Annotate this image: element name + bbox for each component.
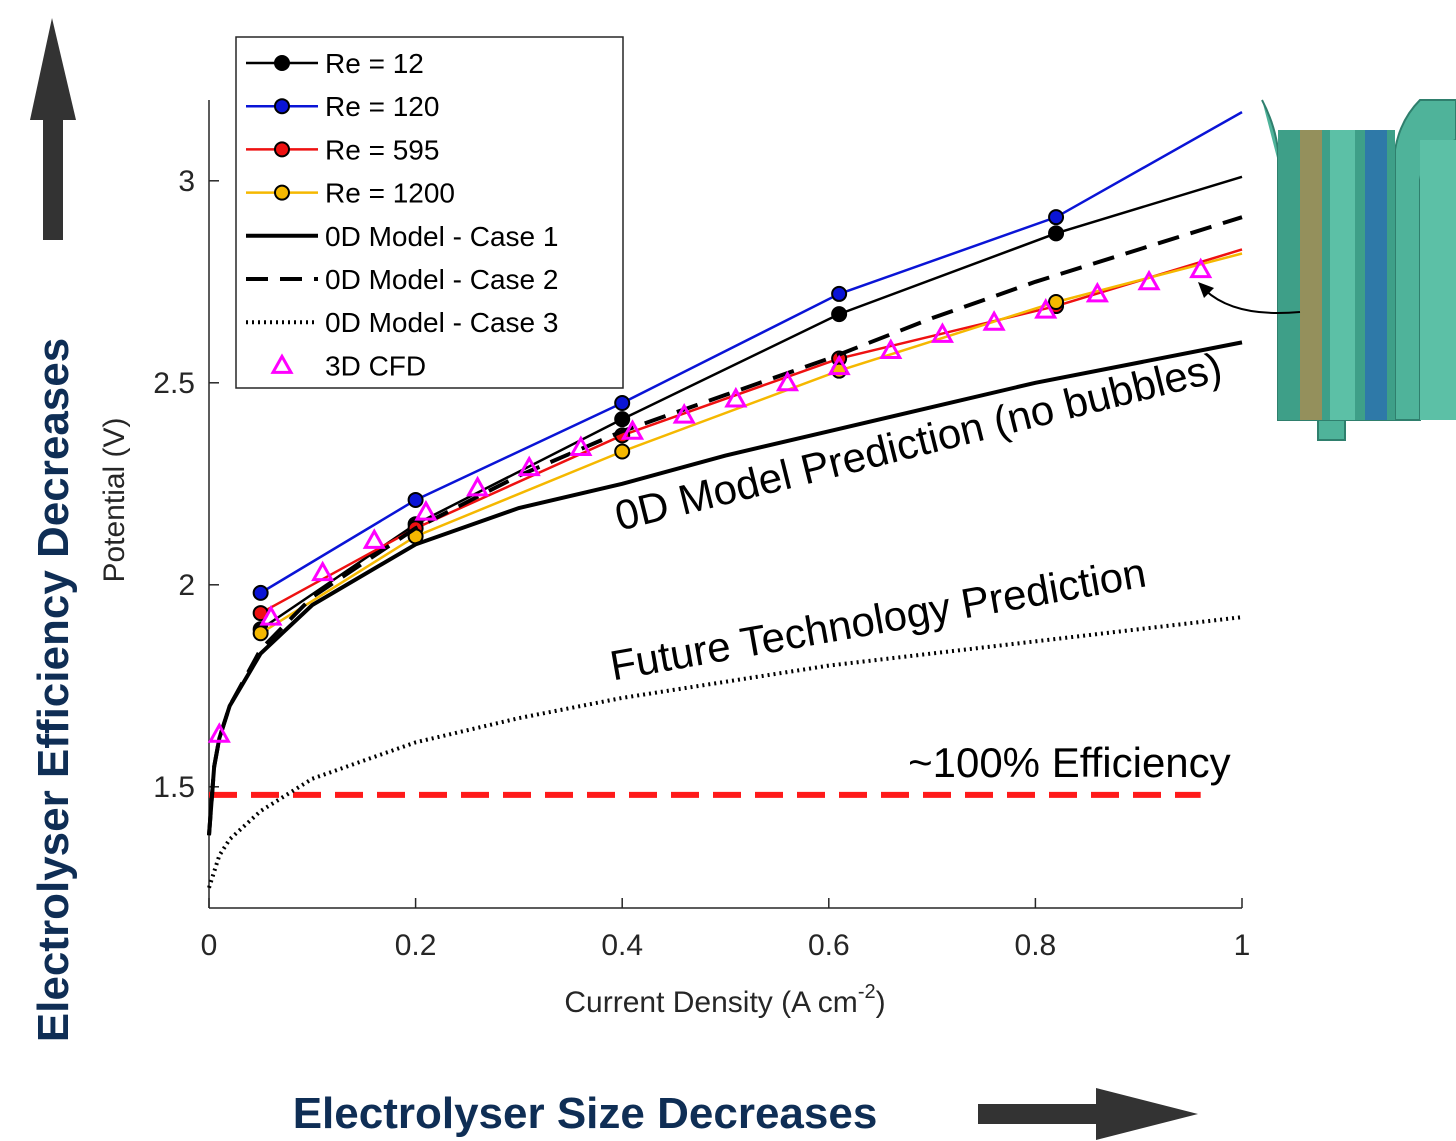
y-tick-label: 3	[178, 165, 195, 198]
data-point	[615, 396, 629, 410]
x-tick-label: 0.8	[1015, 929, 1057, 962]
x-tick-label: 1	[1234, 929, 1251, 962]
legend-label: 3D CFD	[325, 350, 426, 381]
data-point	[1049, 210, 1063, 224]
legend-label: 0D Model - Case 3	[325, 307, 558, 338]
inset-image	[1255, 100, 1456, 440]
x-tick-label: 0.4	[601, 929, 643, 962]
data-point	[832, 287, 846, 301]
legend-label: Re = 1200	[325, 178, 455, 209]
x-label-main: Current Density (A cm	[564, 986, 857, 1019]
y-tick-label: 2.5	[153, 367, 195, 400]
data-point	[1049, 295, 1063, 309]
legend-marker	[275, 56, 289, 70]
data-point	[314, 564, 332, 580]
x-tick-label: 0.2	[395, 929, 437, 962]
right-arrow	[978, 1088, 1198, 1140]
x-axis-label: Current Density (A cm-2)	[564, 981, 885, 1019]
x-tick-label: 0.6	[808, 929, 850, 962]
chart: Electrolyser Efficiency Decreases Electr…	[0, 0, 1456, 1141]
annotation: Future Technology Prediction	[606, 549, 1149, 690]
legend-marker	[275, 186, 289, 200]
reference-label: ~100% Efficiency	[908, 739, 1231, 786]
annotation: 0D Model Prediction (no bubbles)	[610, 343, 1226, 539]
legend-label: Re = 595	[325, 134, 439, 165]
legend: Re = 12 Re = 120 Re = 595 Re = 1200 0D Model…	[236, 37, 623, 388]
up-arrow	[30, 18, 76, 240]
legend-marker	[275, 142, 289, 156]
x-label-sup: -2	[858, 981, 876, 1003]
data-point	[832, 307, 846, 321]
data-point	[254, 626, 268, 640]
legend-label: Re = 120	[325, 91, 439, 122]
data-point	[254, 586, 268, 600]
legend-label: Re = 12	[325, 48, 424, 79]
data-point	[409, 493, 423, 507]
legend-label: 0D Model - Case 2	[325, 264, 558, 295]
legend-marker	[275, 99, 289, 113]
x-tick-label: 0	[201, 929, 218, 962]
data-point	[365, 531, 383, 547]
data-point	[615, 444, 629, 458]
bottom-label: Electrolyser Size Decreases	[293, 1089, 878, 1138]
x-label-end: )	[876, 986, 886, 1019]
y-tick-label: 1.5	[153, 771, 195, 804]
legend-label: 0D Model - Case 1	[325, 221, 558, 252]
data-point	[615, 412, 629, 426]
data-point	[1049, 226, 1063, 240]
y-tick-label: 2	[178, 569, 195, 602]
y-axis-label: Potential (V)	[98, 417, 131, 582]
side-label: Electrolyser Efficiency Decreases	[29, 338, 78, 1042]
